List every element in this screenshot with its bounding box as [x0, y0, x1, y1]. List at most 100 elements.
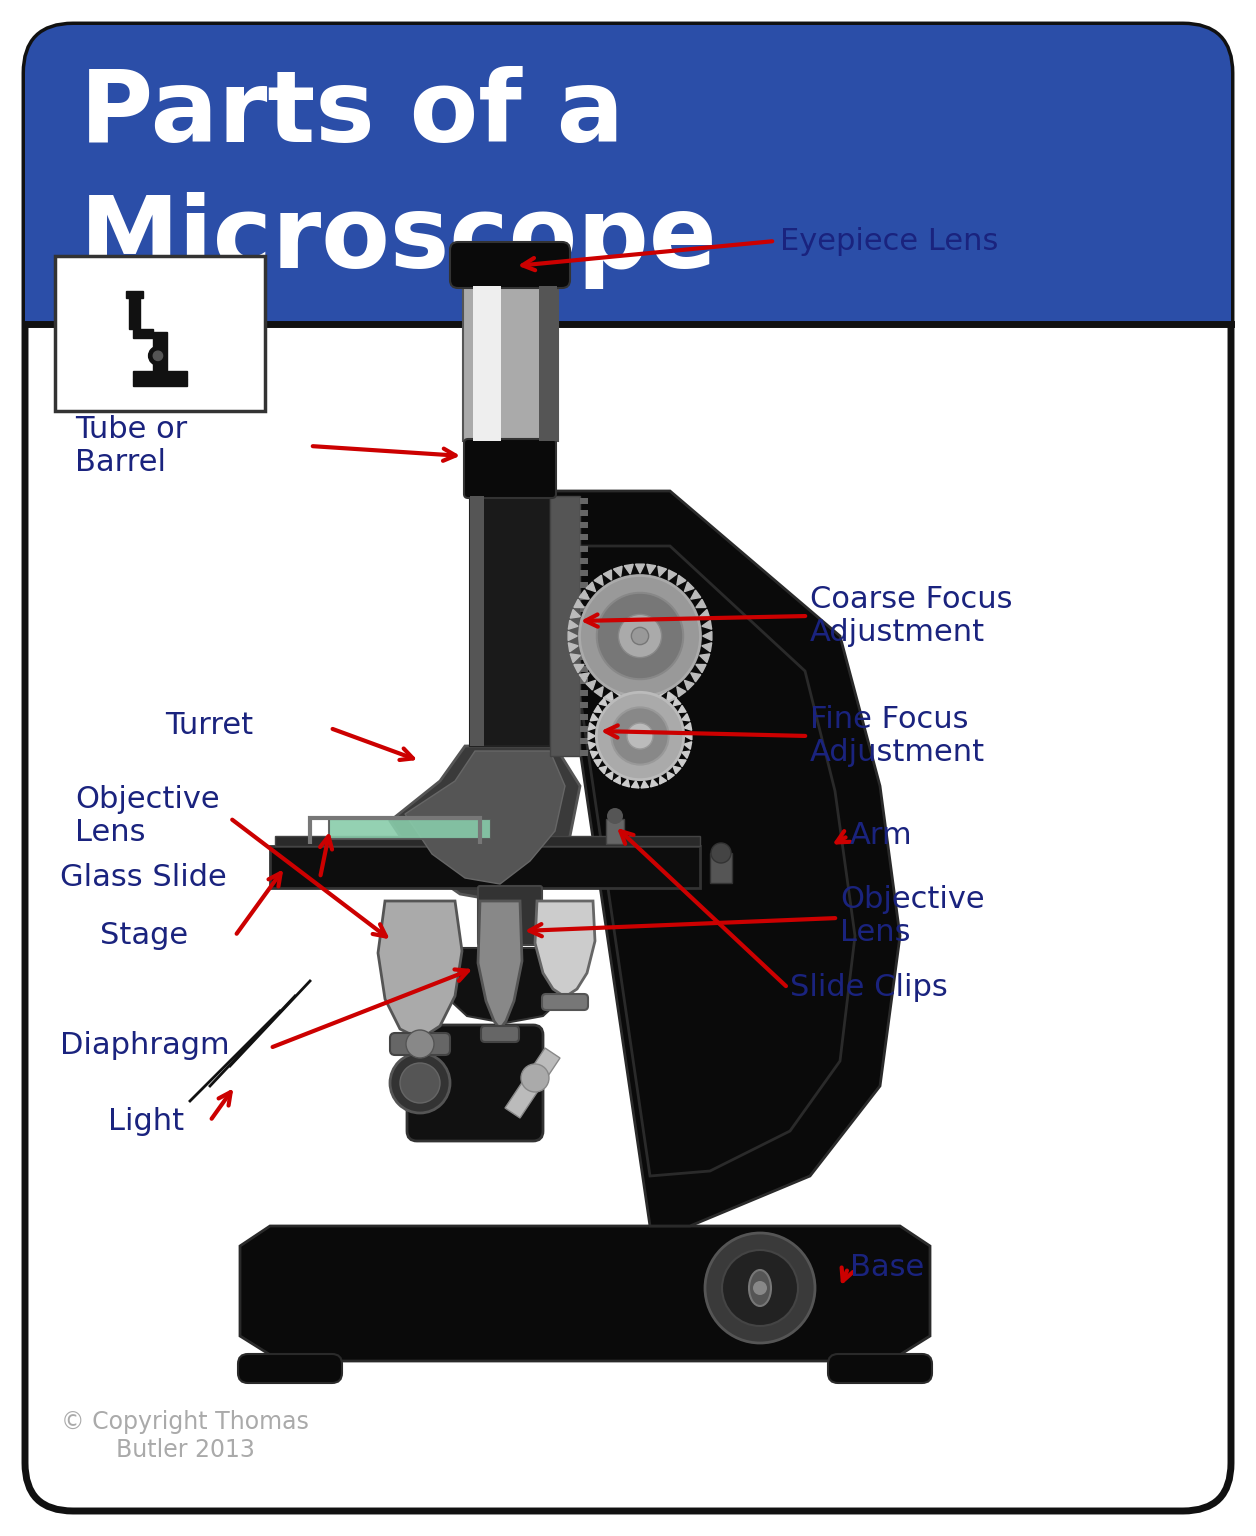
FancyBboxPatch shape	[450, 243, 570, 289]
Bar	[580, 677, 588, 684]
Polygon shape	[568, 621, 578, 630]
Polygon shape	[391, 746, 580, 902]
Polygon shape	[613, 696, 622, 705]
Polygon shape	[613, 567, 622, 576]
Polygon shape	[673, 699, 681, 707]
Polygon shape	[685, 733, 692, 740]
Text: Stage: Stage	[100, 922, 188, 951]
FancyBboxPatch shape	[828, 1355, 932, 1382]
Polygon shape	[594, 574, 603, 585]
Bar	[463, 286, 558, 441]
FancyBboxPatch shape	[329, 819, 491, 839]
Polygon shape	[603, 570, 612, 581]
Polygon shape	[505, 1048, 560, 1118]
Bar	[580, 582, 588, 588]
Polygon shape	[574, 599, 584, 608]
Bar	[133, 379, 187, 386]
Bar	[580, 642, 588, 648]
Polygon shape	[579, 590, 589, 599]
Polygon shape	[404, 751, 565, 885]
Polygon shape	[599, 766, 607, 774]
Bar	[580, 535, 588, 541]
Bar	[580, 690, 588, 696]
Polygon shape	[691, 673, 701, 682]
Bar	[580, 654, 588, 660]
Text: © Copyright Thomas
Butler 2013: © Copyright Thomas Butler 2013	[62, 1410, 309, 1462]
Polygon shape	[535, 902, 595, 997]
Bar	[580, 714, 588, 720]
Bar	[126, 292, 143, 298]
Circle shape	[711, 843, 731, 863]
Polygon shape	[588, 733, 595, 740]
Circle shape	[521, 1064, 549, 1092]
Polygon shape	[568, 642, 578, 651]
Text: Microscope: Microscope	[80, 192, 717, 289]
Text: Parts of a: Parts of a	[80, 66, 624, 163]
Circle shape	[722, 1250, 798, 1326]
Polygon shape	[624, 564, 633, 574]
Text: Arm: Arm	[850, 822, 913, 851]
Polygon shape	[641, 684, 648, 691]
Polygon shape	[570, 610, 580, 617]
Circle shape	[618, 614, 662, 657]
Polygon shape	[702, 642, 712, 651]
Bar	[580, 630, 588, 636]
Circle shape	[612, 708, 668, 765]
FancyBboxPatch shape	[391, 1034, 450, 1055]
Polygon shape	[587, 680, 595, 690]
Bar	[580, 570, 588, 576]
Bar	[275, 836, 700, 846]
Polygon shape	[622, 685, 629, 693]
Polygon shape	[594, 759, 602, 766]
Polygon shape	[700, 654, 710, 662]
FancyBboxPatch shape	[25, 25, 1231, 1511]
Circle shape	[148, 347, 167, 366]
Polygon shape	[647, 697, 656, 708]
Polygon shape	[636, 699, 644, 708]
Polygon shape	[677, 574, 686, 585]
Polygon shape	[622, 779, 629, 786]
Bar	[539, 286, 556, 441]
Polygon shape	[636, 564, 644, 573]
Circle shape	[399, 1063, 440, 1103]
Bar	[270, 846, 700, 888]
Text: Tube or
Barrel: Tube or Barrel	[75, 415, 187, 478]
Polygon shape	[696, 665, 706, 673]
FancyBboxPatch shape	[543, 994, 588, 1011]
Bar	[470, 496, 550, 746]
Bar	[580, 558, 588, 564]
Polygon shape	[659, 688, 667, 696]
Polygon shape	[682, 714, 690, 720]
Polygon shape	[651, 779, 658, 786]
Polygon shape	[240, 1226, 929, 1361]
Polygon shape	[603, 691, 612, 702]
Bar	[580, 737, 588, 743]
Polygon shape	[658, 567, 667, 576]
Polygon shape	[668, 691, 677, 702]
Ellipse shape	[749, 1270, 771, 1306]
Circle shape	[406, 1031, 435, 1058]
FancyBboxPatch shape	[25, 25, 1231, 324]
Bar	[580, 702, 588, 708]
Circle shape	[597, 593, 683, 679]
Text: Light: Light	[108, 1106, 185, 1135]
Polygon shape	[590, 714, 598, 720]
Bar	[580, 510, 588, 516]
Polygon shape	[624, 697, 633, 708]
Text: Eyepiece Lens: Eyepiece Lens	[780, 226, 999, 255]
Bar	[129, 298, 141, 329]
Polygon shape	[659, 776, 667, 785]
Polygon shape	[696, 599, 706, 608]
Circle shape	[705, 1233, 815, 1342]
Polygon shape	[668, 570, 677, 581]
Polygon shape	[590, 751, 598, 759]
Polygon shape	[570, 654, 580, 662]
Polygon shape	[550, 492, 901, 1226]
FancyBboxPatch shape	[407, 1025, 543, 1141]
Polygon shape	[599, 699, 607, 707]
Bar	[474, 286, 501, 441]
Text: Turret: Turret	[165, 711, 254, 740]
Text: Base: Base	[850, 1253, 924, 1283]
Bar	[153, 332, 167, 379]
Bar	[580, 594, 588, 601]
